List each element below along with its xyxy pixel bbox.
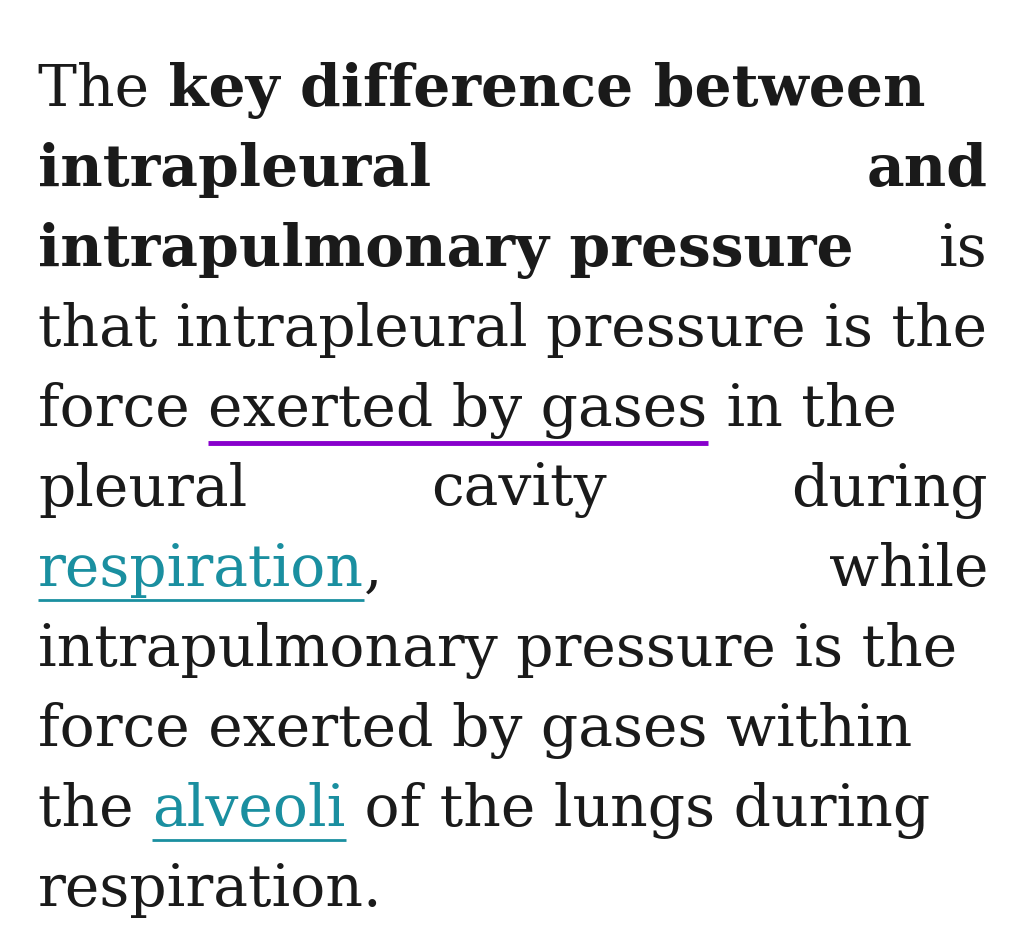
Text: key difference between: key difference between — [168, 62, 925, 119]
Text: alveoli: alveoli — [153, 782, 345, 838]
Text: and: and — [867, 142, 988, 198]
Text: force exerted by gases within: force exerted by gases within — [38, 702, 912, 759]
Text: that intrapleural pressure is the: that intrapleural pressure is the — [38, 302, 987, 358]
Text: of the lungs during: of the lungs during — [345, 782, 930, 839]
Text: intrapleural: intrapleural — [38, 142, 431, 198]
Text: intrapulmonary pressure: intrapulmonary pressure — [38, 222, 854, 279]
Text: in the: in the — [708, 382, 896, 438]
Text: pleural: pleural — [38, 462, 247, 518]
Text: The: The — [38, 62, 168, 118]
Text: intrapulmonary pressure is the: intrapulmonary pressure is the — [38, 622, 957, 679]
Text: ,: , — [364, 542, 383, 598]
Text: the: the — [38, 782, 153, 838]
Text: exerted by gases: exerted by gases — [208, 382, 708, 439]
Text: respiration: respiration — [38, 542, 364, 598]
Text: is: is — [939, 222, 988, 278]
Text: while: while — [828, 542, 988, 598]
Text: force: force — [38, 382, 208, 438]
Text: cavity: cavity — [431, 462, 607, 518]
Text: respiration.: respiration. — [38, 862, 383, 918]
Text: during: during — [792, 462, 988, 519]
